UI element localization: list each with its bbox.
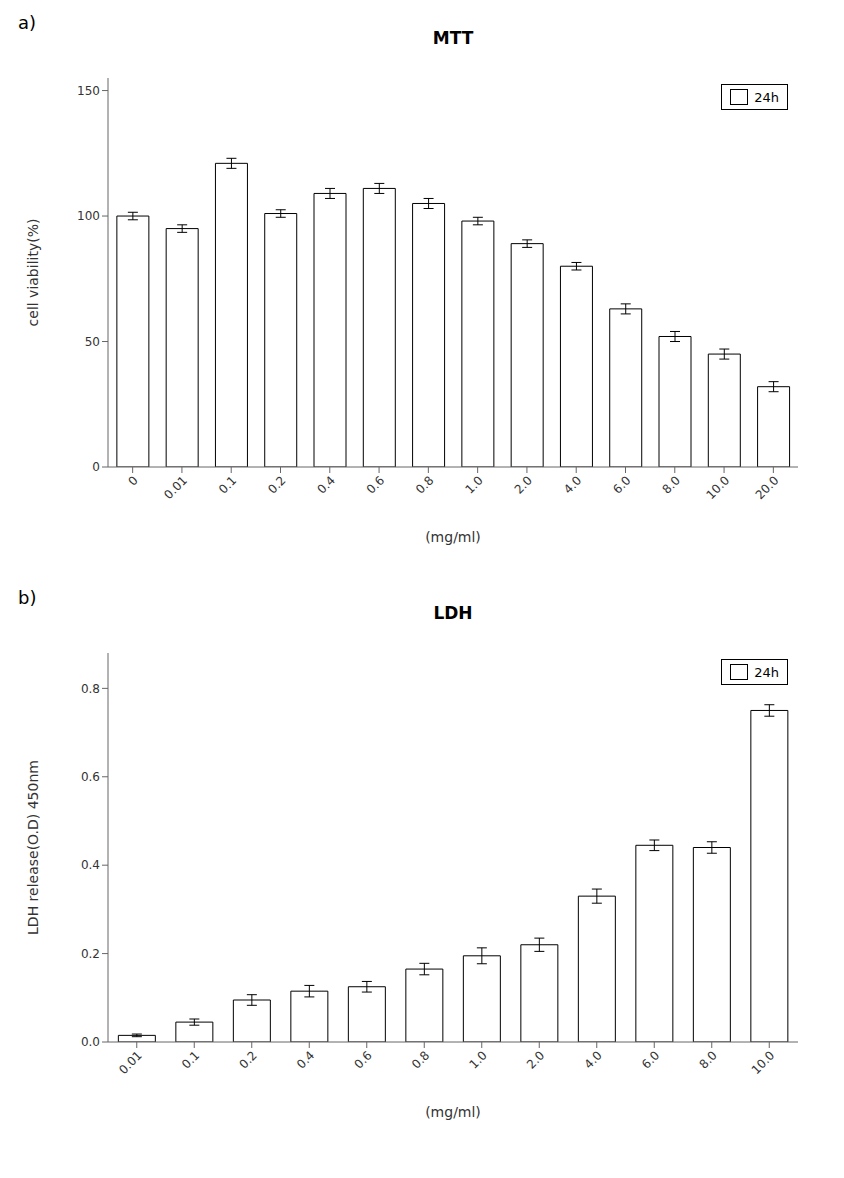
svg-text:8.0: 8.0 (660, 473, 683, 496)
svg-text:0.4: 0.4 (315, 473, 338, 496)
svg-text:0.2: 0.2 (81, 947, 100, 961)
svg-text:0.4: 0.4 (294, 1048, 317, 1071)
svg-text:0.8: 0.8 (413, 473, 436, 496)
svg-text:0.0: 0.0 (81, 1035, 100, 1049)
svg-text:0.8: 0.8 (409, 1048, 432, 1071)
html-text:a): a) (18, 12, 37, 33)
svg-text:0.6: 0.6 (351, 1048, 374, 1071)
svg-text:100: 100 (77, 209, 100, 223)
html-text:MTT: MTT (432, 28, 474, 48)
svg-text:0: 0 (125, 473, 140, 488)
svg-text:150: 150 (77, 84, 100, 98)
svg-text:20.0: 20.0 (753, 473, 782, 502)
svg-text:0.01: 0.01 (116, 1048, 145, 1077)
svg-text:(mg/ml): (mg/ml) (425, 529, 481, 545)
html-text:b): b) (18, 587, 37, 608)
svg-text:8.0: 8.0 (696, 1048, 719, 1071)
svg-text:0.2: 0.2 (265, 473, 288, 496)
html-text:LDH: LDH (433, 603, 473, 623)
svg-text:0.6: 0.6 (364, 473, 387, 496)
svg-text:(mg/ml): (mg/ml) (425, 1104, 481, 1120)
html-text:24h: 24h (754, 664, 779, 680)
svg-text:cell viability(%): cell viability(%) (25, 219, 41, 327)
svg-text:2.0: 2.0 (524, 1048, 547, 1071)
svg-text:0.01: 0.01 (161, 473, 190, 502)
svg-text:0.4: 0.4 (81, 858, 100, 872)
svg-text:10.0: 10.0 (749, 1048, 778, 1077)
svg-text:6.0: 6.0 (639, 1048, 662, 1071)
svg-text:50: 50 (85, 335, 100, 349)
svg-text:0.1: 0.1 (179, 1048, 202, 1071)
svg-text:6.0: 6.0 (610, 473, 633, 496)
svg-text:2.0: 2.0 (512, 473, 535, 496)
svg-text:10.0: 10.0 (703, 473, 732, 502)
svg-text:0: 0 (92, 460, 100, 474)
svg-text:LDH release(O.D) 450nm: LDH release(O.D) 450nm (25, 760, 41, 935)
svg-text:0.6: 0.6 (81, 770, 100, 784)
svg-text:1.0: 1.0 (462, 473, 485, 496)
svg-text:0.8: 0.8 (81, 682, 100, 696)
svg-text:0.2: 0.2 (236, 1048, 259, 1071)
svg-text:4.0: 4.0 (581, 1048, 604, 1071)
svg-text:0.1: 0.1 (216, 473, 239, 496)
svg-text:1.0: 1.0 (466, 1048, 489, 1071)
html-text:24h: 24h (754, 89, 779, 105)
svg-text:4.0: 4.0 (561, 473, 584, 496)
